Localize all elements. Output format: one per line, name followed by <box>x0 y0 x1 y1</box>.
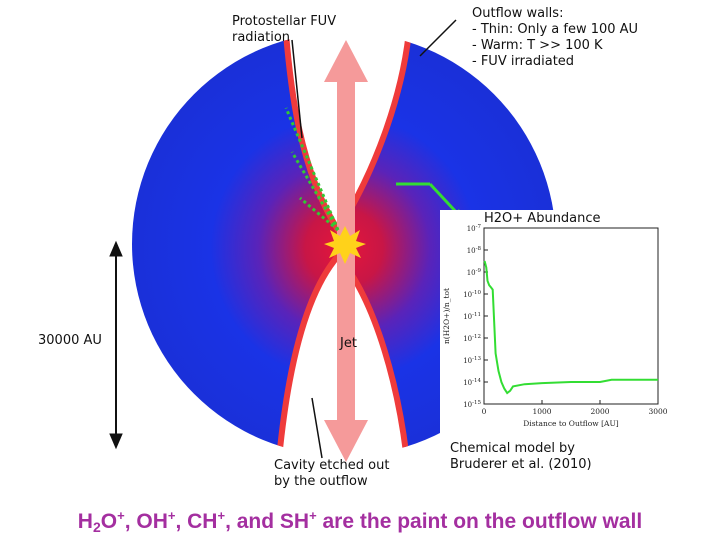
y-tick-label: 10-15 <box>463 400 481 409</box>
fuv-leader <box>291 39 303 139</box>
series-line-h2o-plus <box>483 260 658 395</box>
caption-superscript: + <box>309 508 317 523</box>
caption-superscript: + <box>167 508 176 523</box>
chart-background <box>440 210 680 440</box>
model-credit-label: Chemical model by Bruderer et al. (2010) <box>450 441 592 472</box>
y-tick-label: 10-14 <box>463 378 481 387</box>
y-axis-label: n(H2O+)/n_tot <box>442 288 451 344</box>
jet-label: Jet <box>340 336 357 351</box>
x-axis-ticks: 0 1000 2000 3000 <box>482 400 668 416</box>
caption-text: H <box>77 510 93 533</box>
caption-superscript: + <box>217 508 226 523</box>
caption-text: O <box>100 510 118 533</box>
caption-superscript: + <box>117 508 125 523</box>
x-axis-label: Distance to Outflow [AU] <box>523 419 618 428</box>
y-tick-label: 10-10 <box>463 290 481 299</box>
slide-caption: H2O+, OH+, CH+, and SH+ are the paint on… <box>0 508 720 535</box>
cavity-leader <box>311 397 323 459</box>
caption-subscript: 2 <box>92 519 101 535</box>
chart-title: H2O+ Abundance <box>484 211 601 226</box>
cavity-label: Cavity etched out by the outflow <box>274 458 390 489</box>
x-tick-label: 2000 <box>590 407 609 416</box>
caption-text: are the paint on the outflow wall <box>316 510 643 533</box>
x-tick-label: 0 <box>482 407 487 416</box>
caption-text: , CH <box>175 510 218 533</box>
y-tick-label: 10-13 <box>463 356 481 365</box>
y-tick-label: 10-7 <box>467 224 482 233</box>
outflow-walls-label: Outflow walls: - Thin: Only a few 100 AU… <box>472 6 639 69</box>
h2o-abundance-chart: H2O+ Abundance 10-710-810-910-1010-1110-… <box>440 210 680 440</box>
caption-text: , and SH <box>225 510 310 533</box>
x-tick-label: 1000 <box>532 407 551 416</box>
y-tick-label: 10-11 <box>463 312 481 321</box>
fuv-radiation-label: Protostellar FUV radiation <box>232 14 337 45</box>
fuv-rays <box>284 107 340 232</box>
y-axis-ticks: 10-7 10-8 10-9 10-10 10-11 10-12 10-13 10-14 10-… <box>463 224 488 409</box>
scale-arrow <box>109 240 123 450</box>
y-tick-label: 10-12 <box>463 334 481 343</box>
x-tick-label: 3000 <box>648 407 667 416</box>
caption-text: , OH <box>124 510 168 533</box>
y-tick-label: 10-8 <box>467 246 482 255</box>
protostar-icon <box>324 226 366 264</box>
y-tick-label: 10-9 <box>467 268 482 277</box>
scale-label: 30000 AU <box>38 333 102 348</box>
walls-leader <box>419 19 457 57</box>
